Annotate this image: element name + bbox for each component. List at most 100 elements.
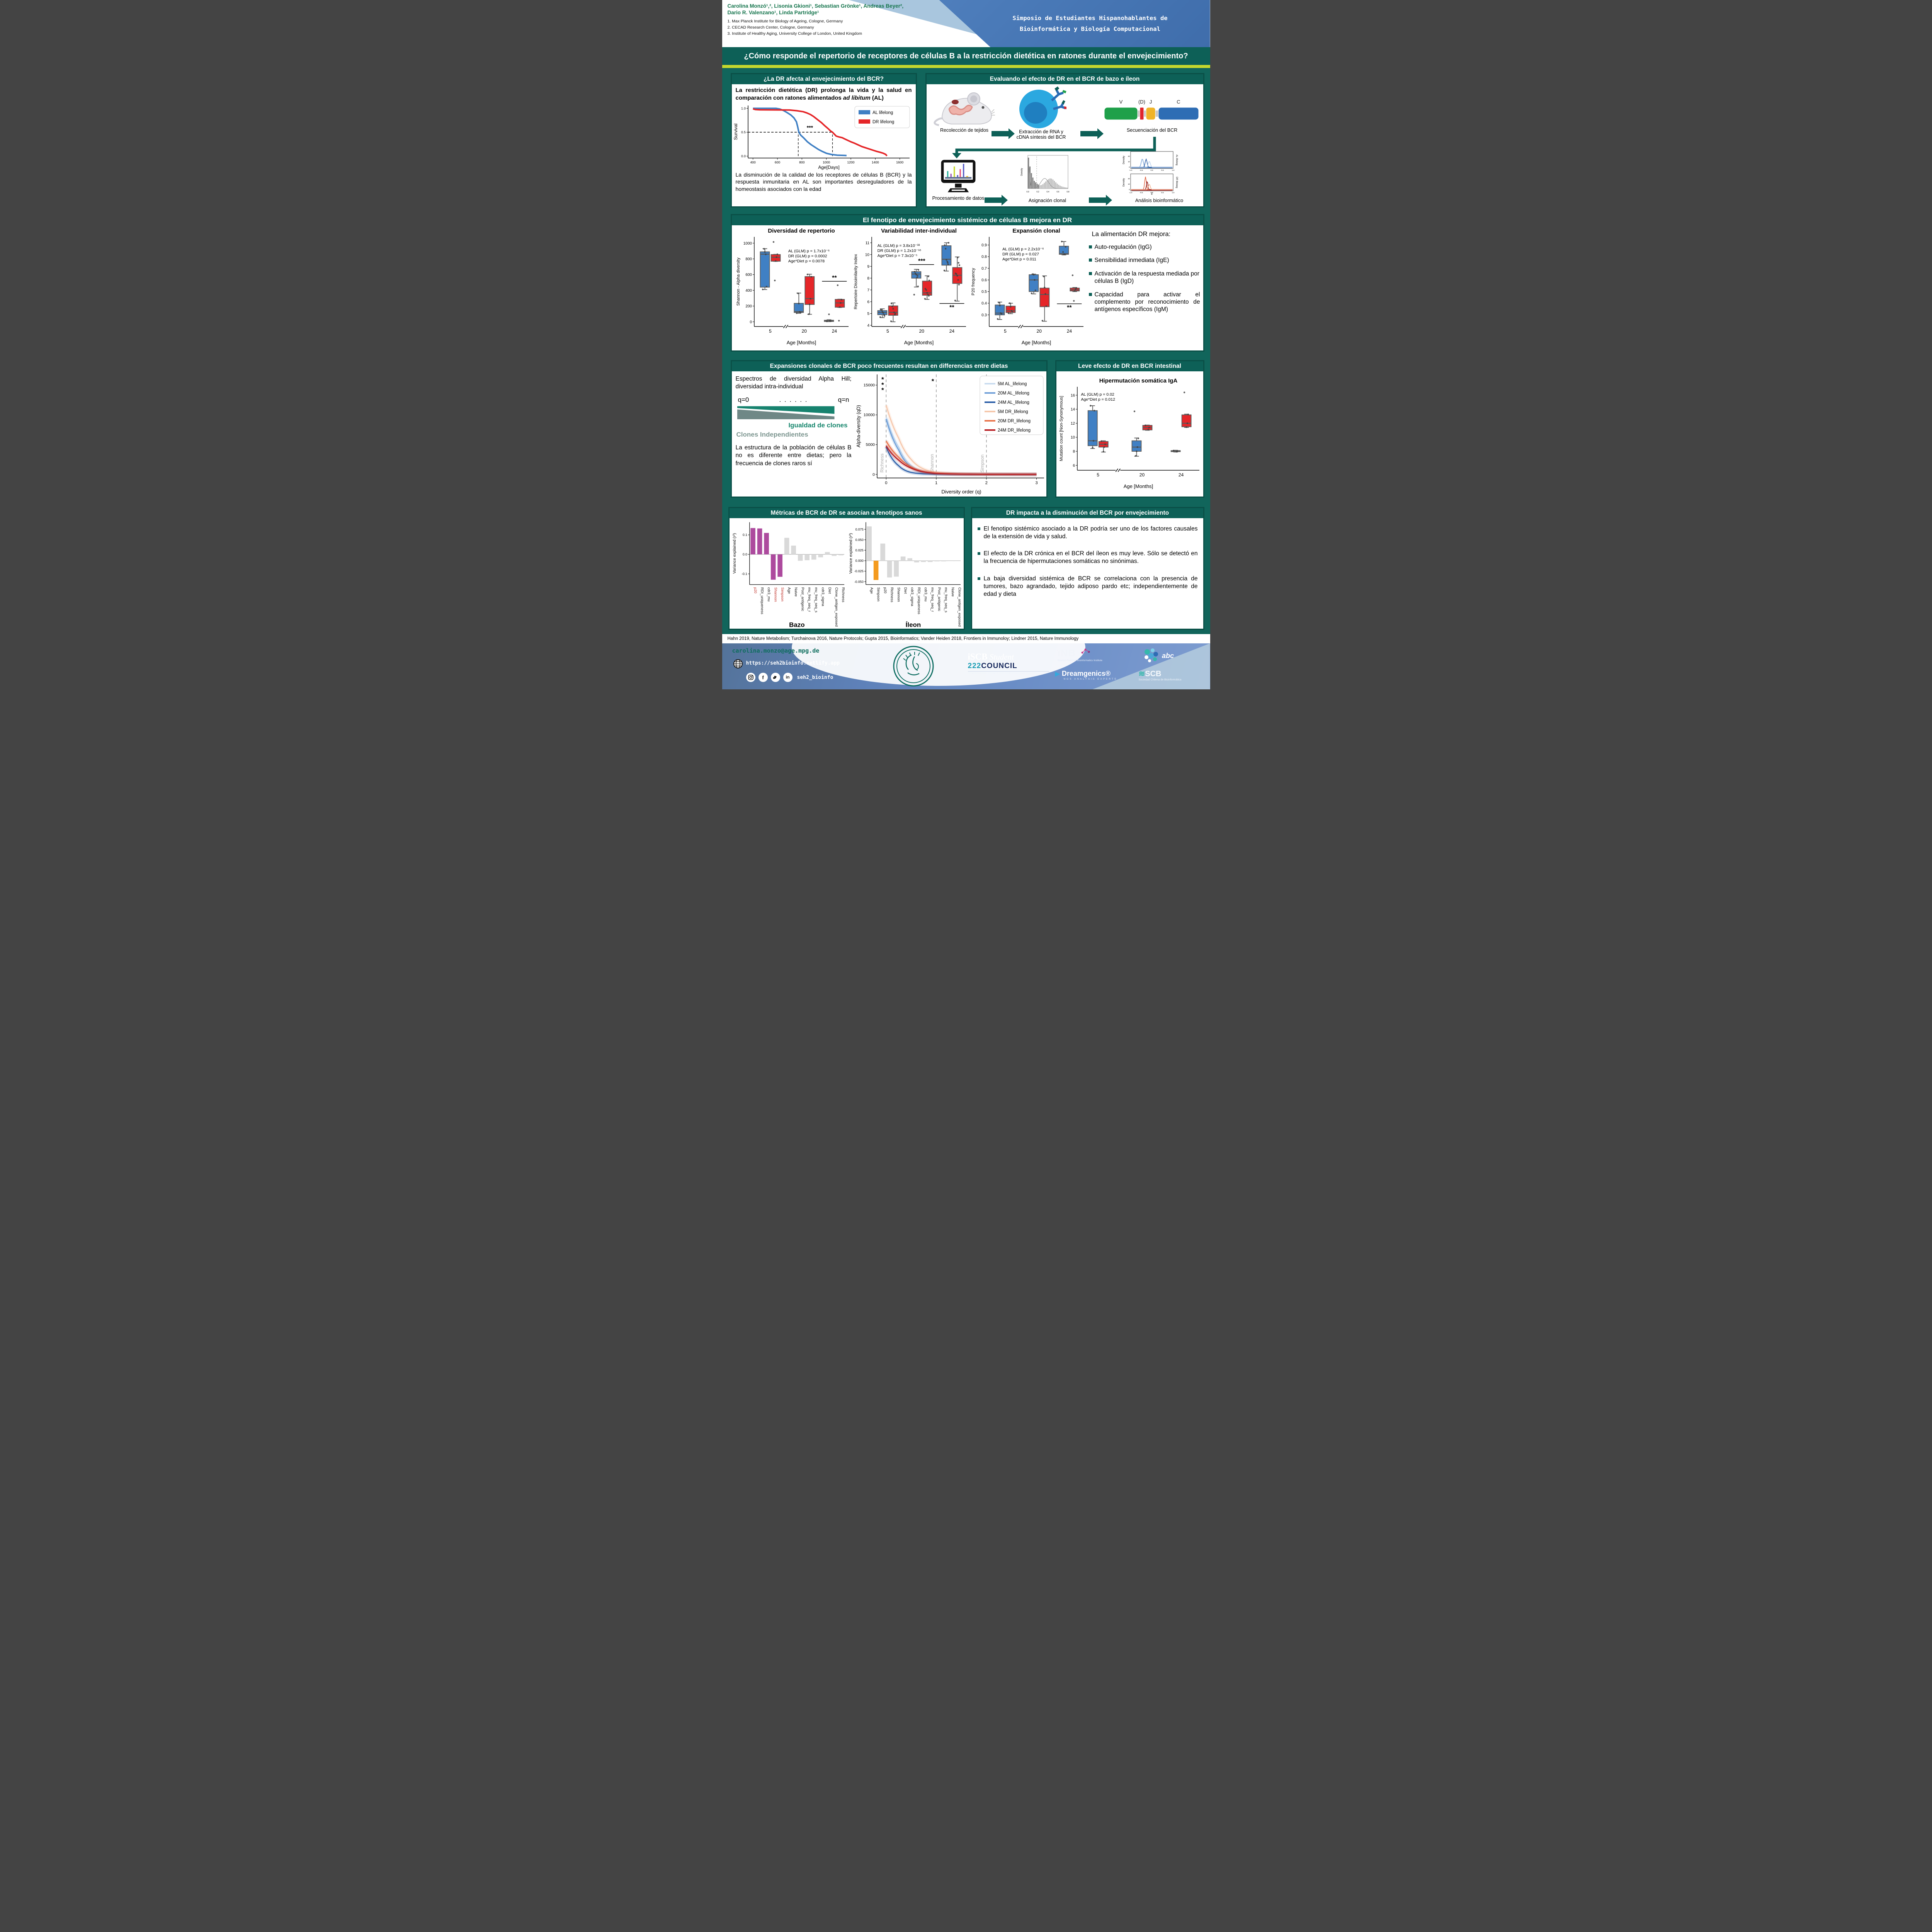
svg-text:Σ: Σ xyxy=(1151,193,1153,196)
svg-text:Density: Density xyxy=(1021,168,1023,176)
scb-logo: ≋SCB Sociedad Chilena de Bioinformática xyxy=(1139,669,1204,681)
svg-text:Survival: Survival xyxy=(733,124,738,140)
q-scale: q=0 . . . . . . q=n xyxy=(738,396,849,404)
clonal-expansion-chart: Expansión clonal 0.3 0.4 0.5 0.6 0.7 0.8 0.9 5 20… xyxy=(970,227,1086,346)
list-item-text: Sensibilidad inmediata (IgE) xyxy=(1094,257,1169,264)
svg-text:DR lifelong: DR lifelong xyxy=(1175,177,1178,188)
affiliation-3: 3. Institute of Healthy Aging, Universit… xyxy=(727,31,862,36)
svg-text:0.025: 0.025 xyxy=(855,548,863,552)
scb-subtitle: Sociedad Chilena de Bioinformática xyxy=(1138,679,1182,681)
clone-equality-label: Igualdad de clones xyxy=(788,422,848,429)
svg-text:1600: 1600 xyxy=(896,160,903,164)
svg-text:5M DR_lifelong: 5M DR_lifelong xyxy=(998,410,1028,414)
panel-g-title: DR impacta a la disminución del BCR por … xyxy=(972,508,1203,518)
svg-text:0.6: 0.6 xyxy=(981,278,987,282)
svg-text:800: 800 xyxy=(745,257,752,261)
svg-text:AL lifelong: AL lifelong xyxy=(1175,155,1178,165)
svg-text:Hipermutación somática IgA: Hipermutación somática IgA xyxy=(1099,378,1177,384)
computer-icon xyxy=(938,159,978,197)
workflow-step-label: Extracción de RNA y cDNA síntesis del BC… xyxy=(1016,129,1066,140)
header-blue-panel xyxy=(939,0,1210,47)
workflow-arrows xyxy=(952,128,1156,206)
svg-text:24: 24 xyxy=(832,328,837,334)
list-item: Activación de la respuesta mediada por c… xyxy=(1088,270,1200,285)
connector-line xyxy=(955,137,1156,153)
authors: Carolina Monzó¹,², Lisonia Gkioni¹, Seba… xyxy=(728,3,944,16)
svg-text:1400: 1400 xyxy=(871,160,879,164)
iscb-council: COUNCIL xyxy=(981,662,1017,670)
bullet-square-icon xyxy=(977,577,980,580)
instagram-icon[interactable] xyxy=(746,673,755,682)
svg-text:C: C xyxy=(1177,99,1180,105)
svg-text:14: 14 xyxy=(1070,408,1075,412)
iscb-222: 222 xyxy=(968,662,981,670)
svg-text:DR (GLM) p = 1.2x10⁻¹⁶: DR (GLM) p = 1.2x10⁻¹⁶ xyxy=(877,248,921,253)
bullet-square-icon xyxy=(1088,272,1092,275)
svg-text:0.0: 0.0 xyxy=(743,553,747,556)
footer: carolina.monzo@age.mpg.de https://seh2bi… xyxy=(722,643,1210,689)
conclusion-text: El fenotipo sistémico asociado a la DR p… xyxy=(983,526,1198,540)
svg-text:mu_freq_seq_s: mu_freq_seq_s xyxy=(814,587,818,612)
website-url[interactable]: https://seh2bioinfo.netlify.app xyxy=(746,660,840,666)
svg-text:20: 20 xyxy=(1128,178,1130,180)
svg-text:Diversity order (q): Diversity order (q) xyxy=(941,489,981,495)
svg-text:Age [Months]: Age [Months] xyxy=(1021,340,1051,345)
svg-text:AL (GLM) p = 0.02: AL (GLM) p = 0.02 xyxy=(1081,392,1114,397)
svg-text:***: *** xyxy=(918,258,925,265)
svg-text:AL lifelong: AL lifelong xyxy=(872,111,893,115)
svg-text:Age [Months]: Age [Months] xyxy=(1123,483,1153,489)
max-planck-seal-icon xyxy=(892,645,935,689)
svg-text:24M AL_lifelong: 24M AL_lifelong xyxy=(998,400,1029,405)
svg-text:Naive: Naive xyxy=(794,587,798,597)
svg-text:Expansión clonal: Expansión clonal xyxy=(1012,228,1060,234)
svg-text:0.000: 0.000 xyxy=(855,559,863,563)
facebook-icon[interactable]: f xyxy=(758,673,768,682)
svg-text:***: *** xyxy=(806,124,813,131)
svg-text:-1.0: -1.0 xyxy=(1129,192,1132,194)
svg-text:0: 0 xyxy=(872,472,875,477)
svg-text:Age*Diet p = 0.012: Age*Diet p = 0.012 xyxy=(1081,397,1115,402)
contact-email[interactable]: carolina.monzo@age.mpg.de xyxy=(732,647,820,654)
vdjc-diagram: V (D) J C xyxy=(1104,96,1200,124)
svg-text:Diet: Diet xyxy=(903,587,907,594)
svg-text:600: 600 xyxy=(774,160,780,164)
dr-improves-heading: La alimentación DR mejora: xyxy=(1092,231,1171,238)
svg-text:mu_freq_seq_r: mu_freq_seq_r xyxy=(807,587,811,612)
svg-text:3: 3 xyxy=(1035,481,1037,485)
svg-text:(D): (D) xyxy=(1138,99,1145,105)
svg-text:mu_freq_seq_s: mu_freq_seq_s xyxy=(944,587,948,612)
svg-text:Simpson: Simpson xyxy=(780,587,784,602)
svg-text:-0.5: -0.5 xyxy=(1139,169,1143,172)
svg-text:p20: p20 xyxy=(753,587,757,594)
svg-text:5: 5 xyxy=(1097,472,1099,478)
inter-individual-variability-chart: Variabilidad inter-individual 4 5 6 7 8 9 10 11 5… xyxy=(852,227,968,346)
svg-text:Richness: Richness xyxy=(879,454,884,473)
svg-text:Clone_antigen_exposed: Clone_antigen_exposed xyxy=(834,587,838,627)
affiliation-1: 1. Max Planck Institute for Biology of A… xyxy=(727,19,843,24)
social-handle[interactable]: seh2_bioinfo xyxy=(797,674,833,680)
abc-logo: abc xyxy=(1142,646,1200,666)
svg-text:**: ** xyxy=(1067,304,1072,311)
svg-text:1.0: 1.0 xyxy=(1172,169,1174,172)
panel-b-title: Evaluando el efecto de DR en el BCR de b… xyxy=(926,74,1203,84)
workflow-step-label: Asignación clonal xyxy=(1028,198,1066,203)
svg-text:0.4: 0.4 xyxy=(981,301,987,306)
svg-text:20M AL_lifelong: 20M AL_lifelong xyxy=(998,391,1029,396)
twitter-icon[interactable] xyxy=(770,673,780,682)
svg-text:V: V xyxy=(1119,99,1122,105)
intro-italic: ad libitum xyxy=(843,94,871,101)
svg-text:*: * xyxy=(881,386,884,394)
svg-text:mu_freq_seq_r: mu_freq_seq_r xyxy=(930,587,934,612)
svg-text:Richness: Richness xyxy=(889,587,894,602)
bullet-square-icon xyxy=(977,552,980,555)
clonal-assignment-chart: 0.0 0.2 0.4 0.6 0.8 Density xyxy=(1019,153,1070,194)
svg-text:Variabilidad inter-individual: Variabilidad inter-individual xyxy=(881,228,957,234)
repertoire-diversity-chart: Diversidad de repertorio 0 200 400 600 800 100… xyxy=(735,227,851,346)
svg-text:Shannon - Alpha diversity: Shannon - Alpha diversity xyxy=(736,257,741,306)
linkedin-icon[interactable]: in xyxy=(783,673,793,682)
arrow-icon xyxy=(1080,128,1104,139)
svg-text:Age [Months]: Age [Months] xyxy=(904,340,934,345)
iscb-student: Student xyxy=(989,652,1014,662)
list-item-text: Auto-regulación (IgG) xyxy=(1094,244,1152,250)
svg-text:0.1: 0.1 xyxy=(743,533,747,537)
